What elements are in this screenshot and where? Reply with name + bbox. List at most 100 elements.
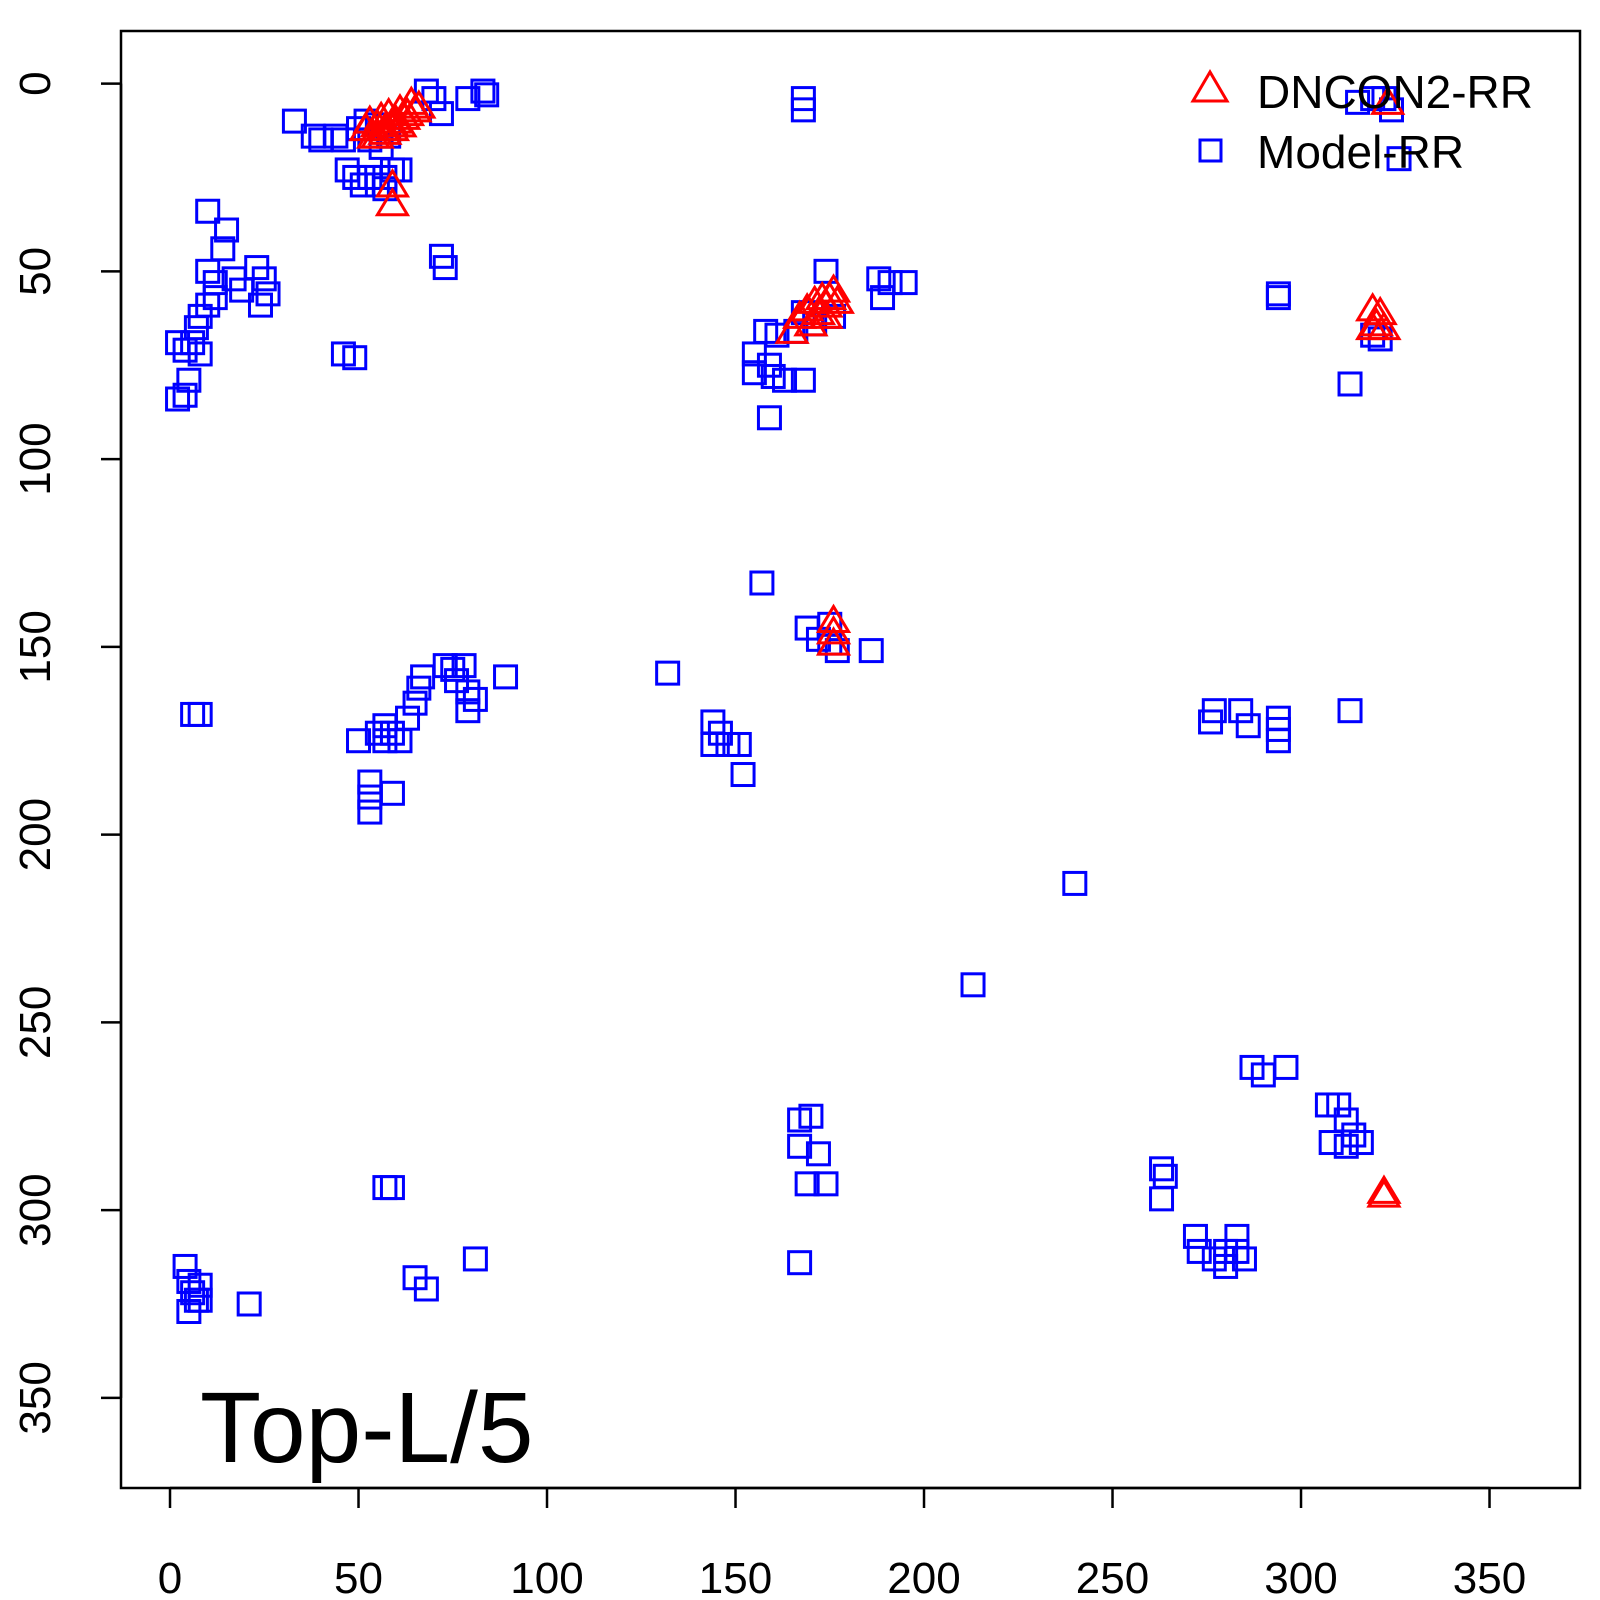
data-point-square — [1265, 728, 1291, 754]
data-point-square — [1337, 371, 1363, 397]
data-point-square — [493, 664, 519, 690]
x-tick-label: 300 — [1264, 1554, 1337, 1600]
data-point-square — [474, 82, 500, 108]
data-point-square — [790, 97, 816, 123]
data-point-square — [379, 1175, 405, 1201]
panel-label: Top-L/5 — [200, 1372, 534, 1484]
data-point-triangle — [382, 107, 418, 138]
data-point-square — [1386, 146, 1412, 172]
data-point-square — [432, 255, 458, 281]
data-point-square — [1318, 1130, 1344, 1156]
data-point-square — [372, 728, 398, 754]
x-tick-label: 100 — [510, 1554, 583, 1600]
data-point-square — [165, 386, 191, 412]
data-point-square — [413, 1276, 439, 1302]
data-point-square — [379, 780, 405, 806]
data-point-triangle — [1354, 291, 1391, 322]
legend-label-model-rr: Model-RR — [1257, 126, 1464, 178]
data-point-square — [357, 799, 383, 825]
y-axis: 0 50 100 150 200 250 300 350 — [11, 71, 123, 1435]
data-point-square — [1273, 1054, 1299, 1080]
data-point-square — [794, 1171, 820, 1197]
x-tick-label: 200 — [887, 1554, 960, 1600]
data-point-square — [1265, 285, 1291, 311]
data-point-square — [187, 1287, 213, 1313]
series-model-rr — [165, 78, 1412, 1325]
data-point-triangle — [819, 284, 855, 314]
data-point-square — [247, 292, 273, 318]
data-point-square — [172, 1253, 198, 1279]
data-point-square — [1182, 1223, 1208, 1249]
data-point-square — [1337, 698, 1363, 724]
data-point-square — [1228, 698, 1254, 724]
data-point-triangle — [815, 626, 852, 656]
points-layer — [165, 78, 1412, 1325]
data-point-square — [346, 728, 372, 754]
data-point-square — [798, 1103, 824, 1129]
data-point-square — [1149, 1156, 1175, 1182]
data-point-triangle — [1366, 1174, 1402, 1204]
data-point-square — [1326, 1092, 1352, 1118]
data-point-square — [195, 198, 221, 224]
data-point-square — [470, 78, 496, 104]
data-point-square — [772, 367, 798, 393]
series-dncon2-rr — [348, 85, 1406, 1208]
data-point-square — [172, 337, 198, 363]
data-point-square — [462, 1246, 488, 1272]
data-point-square — [172, 382, 198, 408]
data-point-square — [379, 720, 405, 746]
data-point-square — [1198, 709, 1224, 735]
data-point-square — [455, 679, 481, 705]
data-point-square — [1345, 89, 1371, 115]
data-point-triangle — [374, 186, 411, 217]
data-point-square — [1062, 870, 1088, 896]
y-tick-label: 50 — [11, 247, 60, 296]
x-tick-label: 350 — [1453, 1554, 1526, 1600]
data-point-square — [1152, 1163, 1178, 1189]
data-point-square — [813, 1171, 839, 1197]
y-tick-label: 250 — [11, 986, 60, 1059]
data-point-square — [1213, 1238, 1239, 1264]
data-point-square — [210, 236, 236, 262]
x-tick-label: 150 — [699, 1554, 772, 1600]
data-point-triangle — [1366, 1178, 1402, 1208]
data-point-square — [455, 698, 481, 724]
data-point-square — [749, 570, 775, 596]
data-point-square — [187, 341, 213, 367]
y-tick-label: 100 — [11, 422, 60, 495]
data-point-square — [741, 360, 767, 386]
data-point-square — [892, 270, 918, 296]
data-point-square — [214, 217, 240, 243]
data-point-square — [187, 701, 213, 727]
y-tick-label: 200 — [11, 798, 60, 871]
data-point-square — [655, 660, 681, 686]
legend-marker-dncon2-rr — [1190, 69, 1230, 103]
x-tick-label: 250 — [1076, 1554, 1149, 1600]
data-point-triangle — [367, 115, 403, 145]
data-point-square — [251, 266, 277, 292]
data-point-triangle — [808, 299, 844, 329]
data-point-square — [764, 322, 790, 348]
data-point-square — [790, 367, 816, 393]
data-point-square — [451, 653, 477, 679]
data-point-triangle — [374, 168, 411, 198]
data-point-square — [756, 405, 782, 431]
legend-label-dncon2-rr: DNCON2-RR — [1257, 66, 1533, 118]
y-tick-label: 300 — [11, 1173, 60, 1246]
data-point-triangle — [1358, 306, 1395, 337]
data-point-square — [180, 1280, 206, 1306]
data-point-triangle — [401, 89, 437, 119]
data-point-square — [1348, 1130, 1374, 1156]
data-point-square — [824, 638, 850, 664]
legend: DNCON2-RR Model-RR — [1190, 66, 1533, 178]
data-point-square — [805, 1141, 831, 1167]
data-point-square — [202, 285, 228, 311]
data-point-triangle — [1370, 85, 1406, 115]
data-point-square — [787, 1133, 813, 1159]
data-point-square — [877, 270, 903, 296]
data-point-square — [813, 258, 839, 284]
data-point-square — [236, 1291, 262, 1317]
data-point-square — [1378, 97, 1404, 123]
